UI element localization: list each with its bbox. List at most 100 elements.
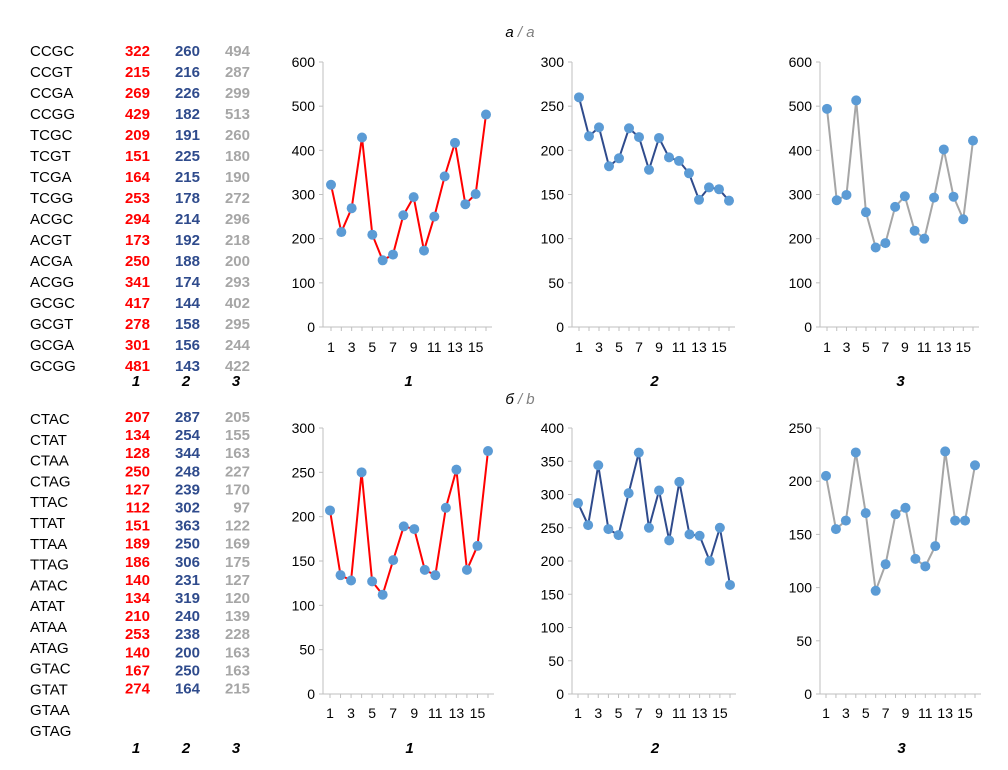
table-cell: 494 <box>225 43 251 60</box>
data-point <box>890 201 901 212</box>
row-label: CCGT <box>30 64 73 81</box>
x-tick-label: 11 <box>918 705 933 721</box>
data-point <box>604 161 614 172</box>
row-label: GCGA <box>30 337 74 354</box>
y-tick-label: 600 <box>789 54 813 70</box>
row-label: ACGG <box>30 274 74 291</box>
table-cell: 186 <box>125 554 150 571</box>
x-tick-label: 7 <box>389 339 397 355</box>
data-point <box>643 522 654 533</box>
table-cell: 227 <box>225 463 250 480</box>
data-point <box>398 210 409 221</box>
panel-title-right: a <box>526 24 534 41</box>
data-point <box>481 109 491 120</box>
data-point <box>919 233 930 244</box>
data-point <box>472 540 483 551</box>
table-cell: 155 <box>225 427 250 444</box>
table-cell: 170 <box>225 481 250 498</box>
table-cell: 163 <box>225 445 250 462</box>
data-point <box>900 502 911 513</box>
table-cell: 164 <box>175 681 201 698</box>
table-cell: 175 <box>225 554 250 571</box>
table-cell: 209 <box>125 127 150 144</box>
series-line <box>578 97 730 202</box>
table-cell: 174 <box>175 274 201 291</box>
table-cell: 200 <box>225 253 250 270</box>
data-point <box>357 132 367 143</box>
x-tick-label: 13 <box>691 339 707 355</box>
data-point <box>439 171 450 182</box>
data-point <box>450 137 460 148</box>
data-point <box>430 570 441 581</box>
data-point <box>684 529 695 540</box>
y-tick-label: 300 <box>292 187 316 203</box>
table-cell: 322 <box>125 43 150 60</box>
data-point <box>356 467 367 478</box>
y-tick-label: 300 <box>541 54 565 70</box>
chart-label: 3 <box>896 373 905 390</box>
table-cell: 215 <box>225 681 250 698</box>
y-tick-label: 250 <box>541 520 565 536</box>
column-label: 2 <box>181 740 191 757</box>
table-cell: 192 <box>175 232 200 249</box>
panel-title-sep: / <box>514 24 527 41</box>
table-cell: 140 <box>125 572 150 589</box>
data-point <box>573 498 583 509</box>
y-tick-label: 200 <box>541 553 565 569</box>
table-cell: 180 <box>225 148 250 165</box>
series-line <box>330 114 487 262</box>
x-tick-label: 1 <box>823 339 831 355</box>
x-tick-label: 1 <box>327 339 335 355</box>
row-label: CTAT <box>30 432 67 449</box>
data-point <box>644 164 654 175</box>
panel-title-left: б <box>505 391 514 408</box>
x-tick-label: 1 <box>822 705 830 721</box>
table-cell: 513 <box>225 106 250 123</box>
table-cell: 260 <box>225 127 250 144</box>
table-cell: 127 <box>125 481 150 498</box>
x-tick-label: 11 <box>917 339 932 355</box>
data-point <box>583 520 594 531</box>
data-point <box>429 211 440 222</box>
column-label: 3 <box>232 740 241 757</box>
row-label: ATAT <box>30 598 65 615</box>
row-label: CCGA <box>30 85 73 102</box>
table-cell: 167 <box>125 662 150 679</box>
table-cell: 287 <box>225 64 250 81</box>
table-cell: 158 <box>175 316 200 333</box>
y-tick-label: 200 <box>292 509 316 525</box>
series-line <box>825 451 976 592</box>
chart-label: 1 <box>404 373 412 390</box>
x-tick-label: 7 <box>635 705 643 721</box>
x-tick-label: 13 <box>447 339 463 355</box>
row-label: TTAA <box>30 536 67 553</box>
y-tick-label: 0 <box>556 319 564 335</box>
y-tick-label: 250 <box>789 420 813 436</box>
data-point <box>335 570 346 581</box>
table-cell: 215 <box>175 169 200 186</box>
y-tick-label: 0 <box>307 319 315 335</box>
table-cell: 163 <box>225 644 250 661</box>
row-label: TCGT <box>30 148 71 165</box>
table-cell: 189 <box>125 536 150 553</box>
data-point <box>603 524 614 535</box>
data-point <box>584 131 594 142</box>
table-cell: 207 <box>125 409 150 426</box>
chart-label: 3 <box>897 740 906 757</box>
row-label: GTAC <box>30 661 71 678</box>
data-point <box>398 521 409 532</box>
y-tick-label: 50 <box>796 633 812 649</box>
table-cell: 164 <box>125 169 151 186</box>
row-label: TTAG <box>30 557 69 574</box>
x-tick-label: 5 <box>862 339 870 355</box>
row-label: ATAG <box>30 640 69 657</box>
chart-label: 2 <box>649 373 659 390</box>
table-cell: 218 <box>225 232 250 249</box>
table-cell: 169 <box>225 536 250 553</box>
y-tick-label: 250 <box>541 98 565 114</box>
x-tick-label: 15 <box>470 705 486 721</box>
column-label: 1 <box>132 373 140 390</box>
